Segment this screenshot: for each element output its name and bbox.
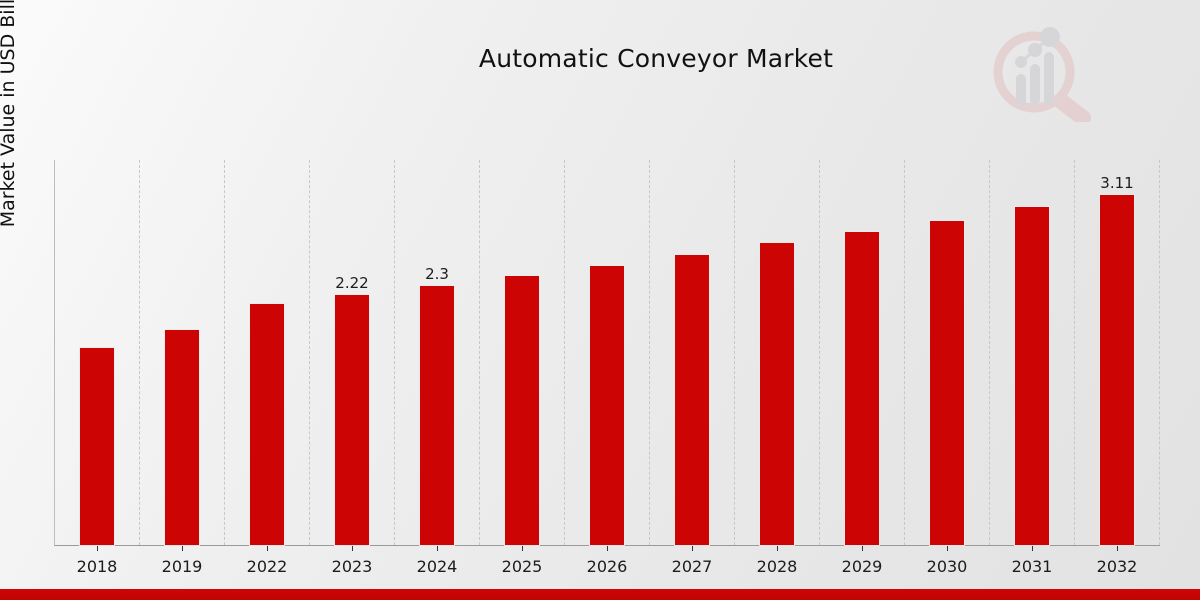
category-cell: 2028 bbox=[735, 160, 820, 576]
chart-title: Automatic Conveyor Market bbox=[478, 44, 834, 73]
bar bbox=[420, 286, 454, 545]
x-tick-label: 2028 bbox=[756, 557, 798, 576]
bar-value-label: 2.22 bbox=[335, 274, 369, 293]
x-tick-label: 2018 bbox=[76, 557, 118, 576]
bar-value-label: 3.11 bbox=[1100, 173, 1134, 192]
y-axis-label: Market Value in USD Billion bbox=[0, 0, 19, 228]
x-axis-tick bbox=[692, 546, 693, 551]
x-tick-label: 2023 bbox=[331, 557, 373, 576]
x-axis-tick bbox=[777, 546, 778, 551]
x-tick-label: 2031 bbox=[1011, 557, 1053, 576]
bar bbox=[1015, 207, 1049, 545]
category-cell: 2019 bbox=[140, 160, 225, 576]
category-cell: 2026 bbox=[565, 160, 650, 576]
bar bbox=[930, 220, 964, 545]
x-tick-label: 2027 bbox=[671, 557, 713, 576]
x-tick-label: 2025 bbox=[501, 557, 543, 576]
x-tick-label: 2029 bbox=[841, 557, 883, 576]
x-tick-label: 2024 bbox=[416, 557, 458, 576]
magnifier-bar-chart-watermark-icon bbox=[993, 27, 1091, 122]
category-cell: 2.22 2023 bbox=[310, 160, 395, 576]
bar bbox=[1100, 194, 1134, 545]
bottom-accent-band bbox=[0, 589, 1200, 600]
bar bbox=[80, 348, 114, 545]
x-axis-tick bbox=[437, 546, 438, 551]
x-tick-label: 2026 bbox=[586, 557, 628, 576]
bar bbox=[845, 232, 879, 545]
bar bbox=[760, 243, 794, 545]
bar bbox=[590, 265, 624, 545]
category-cell: 2027 bbox=[650, 160, 735, 576]
x-tick-label: 2030 bbox=[926, 557, 968, 576]
x-axis-tick bbox=[1117, 546, 1118, 551]
x-axis-tick bbox=[947, 546, 948, 551]
x-axis-tick bbox=[182, 546, 183, 551]
x-axis-tick bbox=[862, 546, 863, 551]
category-cell: 2018 bbox=[55, 160, 140, 576]
bar bbox=[335, 295, 369, 545]
bar bbox=[165, 330, 199, 545]
category-cell: 2022 bbox=[225, 160, 310, 576]
x-axis-tick bbox=[267, 546, 268, 551]
category-cell: 2025 bbox=[480, 160, 565, 576]
category-cell: 2029 bbox=[820, 160, 905, 576]
x-tick-label: 2022 bbox=[246, 557, 288, 576]
plot-area: 2018 2019 2022 2.22 2023 2.3 2024 2025 2026 2027 2… bbox=[54, 160, 1160, 576]
bar-value-label: 2.3 bbox=[425, 265, 449, 284]
bar bbox=[505, 275, 539, 545]
category-cell: 2031 bbox=[990, 160, 1075, 576]
x-axis-tick bbox=[97, 546, 98, 551]
category-cell: 2.3 2024 bbox=[395, 160, 480, 576]
x-axis-tick bbox=[1032, 546, 1033, 551]
bar bbox=[675, 254, 709, 545]
x-axis-tick bbox=[522, 546, 523, 551]
category-cell: 2030 bbox=[905, 160, 990, 576]
x-axis-tick bbox=[607, 546, 608, 551]
x-axis-tick bbox=[352, 546, 353, 551]
bar bbox=[250, 304, 284, 545]
x-tick-label: 2032 bbox=[1096, 557, 1138, 576]
category-cell: 3.11 2032 bbox=[1075, 160, 1160, 576]
x-tick-label: 2019 bbox=[161, 557, 203, 576]
